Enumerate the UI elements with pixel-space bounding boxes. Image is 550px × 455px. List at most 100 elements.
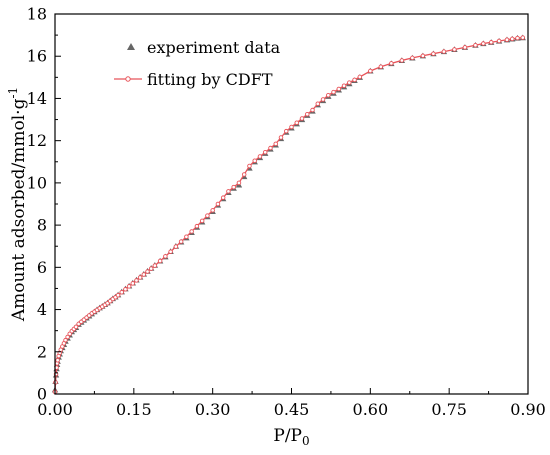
y-axis-label: Amount adsorbed/mmol·g-1 (6, 87, 29, 322)
fit-point (63, 337, 68, 343)
fit-point (289, 124, 294, 130)
fit-point (399, 58, 405, 63)
legend-marker-circle (125, 76, 131, 82)
fit-point (473, 42, 478, 48)
fit-point (504, 37, 510, 43)
fit-series (52, 35, 525, 395)
fit-point (210, 208, 215, 213)
fit-point (236, 180, 242, 186)
fit-point (168, 249, 173, 254)
fit-point (420, 53, 426, 59)
y-tick-label: 16 (27, 47, 47, 66)
fit-point (305, 112, 310, 117)
x-tick-label: 0.60 (353, 400, 389, 419)
fit-point (189, 229, 194, 234)
fit-point (462, 45, 468, 50)
y-tick-label: 8 (37, 216, 47, 235)
fit-point (130, 281, 136, 286)
fit-point (352, 77, 357, 83)
x-tick-label: 0.30 (195, 400, 231, 419)
fit-point (326, 93, 331, 98)
fit-point (389, 61, 394, 66)
fit-point (247, 163, 252, 169)
x-tick-labels: 0.00 0.15 0.30 0.45 0.60 0.75 0.90 (37, 400, 546, 419)
fit-point (126, 284, 132, 289)
axis-ticks (54, 13, 529, 395)
fit-point (431, 51, 436, 56)
y-tick-label: 4 (37, 300, 47, 319)
y-tick-label: 0 (37, 385, 47, 404)
fit-point (257, 154, 263, 159)
x-axis-label: P/P0 (273, 426, 309, 448)
fit-point (145, 269, 150, 274)
fit-point (347, 80, 352, 85)
fit-point (163, 254, 168, 259)
x-tick-label: 0.90 (510, 400, 546, 419)
fit-point (488, 40, 494, 45)
fit-point (252, 158, 257, 163)
fit-point (134, 278, 139, 283)
fit-point (452, 47, 457, 52)
x-tick-label: 0.15 (116, 400, 152, 419)
fit-point (123, 287, 128, 292)
legend-marker-triangle (127, 43, 135, 50)
fit-point (184, 234, 189, 239)
x-tick-label: 0.00 (37, 400, 73, 419)
fit-point (194, 223, 200, 229)
fit-point (515, 35, 520, 41)
fit-point (241, 172, 247, 177)
fit-point (294, 120, 300, 125)
fit-point (231, 184, 236, 190)
fit-point (320, 97, 326, 102)
fit-point (341, 83, 347, 89)
fit-point (496, 38, 502, 44)
fit-point (137, 275, 143, 280)
fit-point (199, 218, 205, 224)
fit-point (148, 266, 154, 271)
x-tick-label: 0.75 (431, 400, 467, 419)
legend-label: experiment data (147, 38, 281, 57)
fit-point (152, 263, 158, 268)
fit-point (205, 213, 210, 218)
fit-point (273, 141, 278, 147)
legend: experiment data fitting by CDFT (114, 38, 281, 89)
y-tick-label: 12 (27, 131, 47, 150)
fit-line (54, 36, 523, 392)
plot-frame (54, 13, 529, 395)
legend-item-fit: fitting by CDFT (114, 70, 273, 89)
fit-point (310, 107, 315, 113)
fit-point (357, 74, 363, 80)
fit-point (336, 86, 342, 92)
fit-point (115, 292, 121, 298)
fit-point (509, 36, 515, 42)
legend-item-experiment: experiment data (127, 38, 281, 57)
fit-point (226, 189, 231, 194)
fit-point (441, 49, 447, 54)
fit-point (481, 41, 486, 46)
fit-point (520, 35, 525, 40)
fit-point (299, 116, 305, 121)
fit-point (215, 201, 221, 207)
fit-point (262, 150, 268, 155)
fit-point (315, 101, 321, 106)
fit-point (410, 55, 415, 61)
y-tick-labels: 0 2 4 6 8 10 12 14 16 18 (27, 5, 47, 404)
fit-point (178, 239, 184, 244)
fit-point (65, 334, 70, 340)
fit-point (378, 64, 384, 70)
fit-point (220, 195, 226, 200)
fit-point (73, 324, 79, 330)
y-tick-label: 2 (37, 342, 47, 361)
fit-point (141, 272, 147, 277)
fit-point (173, 244, 179, 249)
fit-point (268, 145, 273, 151)
y-tick-label: 14 (27, 89, 47, 108)
fit-point (278, 135, 284, 140)
y-tick-label: 6 (37, 258, 47, 277)
y-tick-label: 18 (27, 5, 47, 24)
fit-point (157, 258, 163, 264)
x-tick-label: 0.45 (274, 400, 310, 419)
fit-point (368, 68, 373, 74)
fit-point (283, 128, 289, 134)
legend-label: fitting by CDFT (147, 70, 273, 89)
